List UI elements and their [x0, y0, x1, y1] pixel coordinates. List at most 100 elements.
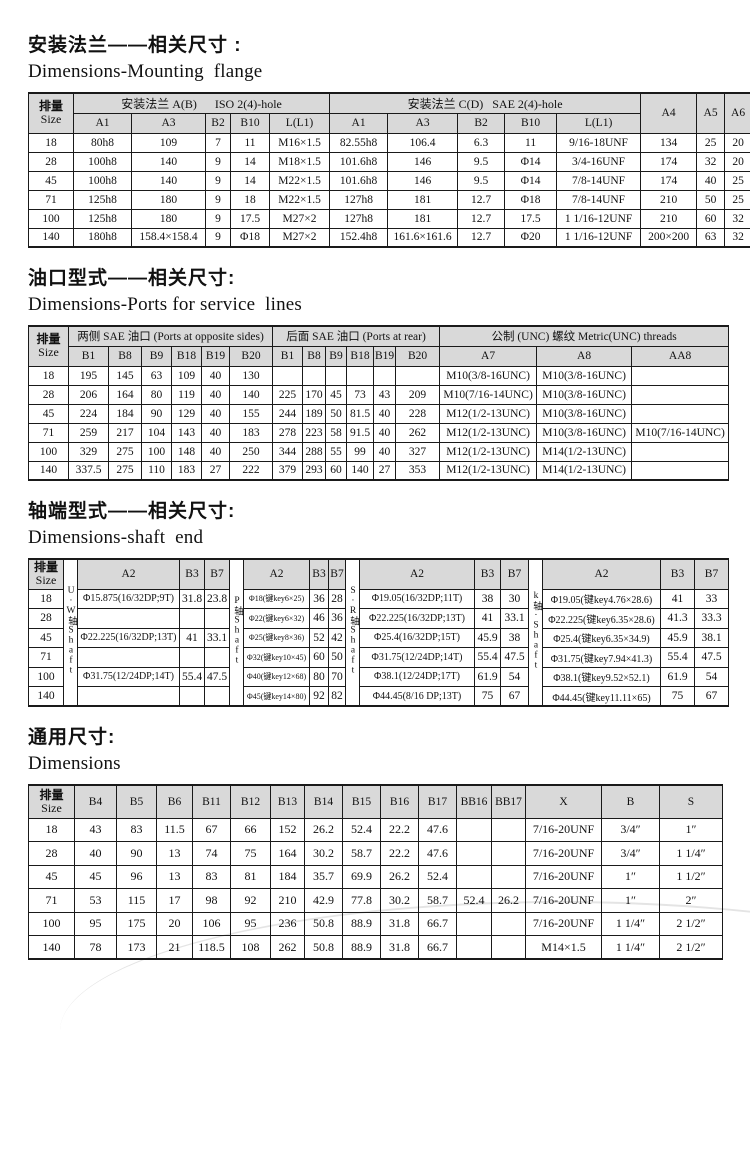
table-cell: 33.3: [695, 609, 729, 629]
table-cell: [347, 366, 374, 385]
table-cell: 50: [697, 190, 725, 209]
table-cell: 9.5: [458, 152, 505, 171]
table-cell: M12(1/2-13UNC): [440, 442, 537, 461]
table-cell: 143: [172, 423, 202, 442]
size-header-en: Size: [30, 346, 67, 359]
section-title-en: Dimensions: [28, 753, 722, 775]
table-cell: 55: [326, 442, 347, 461]
table-cell: 99: [347, 442, 374, 461]
table-cell: 92: [310, 687, 329, 707]
table-cell: Φ14: [505, 171, 557, 190]
table-cell: 45: [75, 865, 117, 889]
col-header: B20: [230, 346, 273, 366]
table-cell: 7/16-20UNF: [526, 889, 602, 913]
table-cell: 174: [641, 152, 697, 171]
table-cell: 7/16-20UNF: [526, 818, 602, 842]
table-cell: 38: [475, 589, 501, 609]
table-cell: M10(3/8-16UNC): [537, 423, 632, 442]
table-cell: 106.4: [388, 133, 458, 152]
table-cell: 17.5: [231, 209, 270, 228]
table-cell: 184: [109, 404, 142, 423]
size-cell: 71: [29, 648, 64, 668]
table-cell: 101.6h8: [330, 171, 388, 190]
table-cell: 90: [142, 404, 172, 423]
col-header: B15: [343, 785, 381, 818]
table-cell: 110: [142, 461, 172, 480]
col-header: B: [602, 785, 660, 818]
group-header: 安装法兰 A(B) ISO 2(4)-hole: [74, 93, 330, 113]
table-cell: 288: [303, 442, 326, 461]
table-cell: M12(1/2-13UNC): [440, 423, 537, 442]
table-cell: 25: [725, 190, 750, 209]
table-cell: 327: [396, 442, 440, 461]
table-cell: 337.5: [69, 461, 109, 480]
table-cell: 50.8: [305, 936, 343, 960]
table-cell: [180, 687, 205, 707]
table-cell: 42.9: [305, 889, 343, 913]
table-cell: 275: [109, 442, 142, 461]
section-title-zh: 轴端型式——相关尺寸:: [28, 496, 722, 523]
group-header: 后面 SAE 油口 (Ports at rear): [273, 326, 440, 346]
table-cell: 140: [230, 385, 273, 404]
table-cell: 47.5: [695, 648, 729, 668]
size-cell: 28: [29, 152, 74, 171]
table-cell: 38: [501, 628, 529, 648]
col-header: B2: [206, 113, 231, 133]
table-cell: 9: [206, 228, 231, 247]
table-cell: Φ19.05(键key4.76×28.6): [543, 589, 661, 609]
table-cell: Φ44.45(8/16 DP;13T): [360, 687, 475, 707]
table-cell: [205, 648, 230, 668]
table-cell: 12.7: [458, 209, 505, 228]
table-cell: 55.4: [180, 667, 205, 687]
section-title-zh: 安装法兰——相关尺寸 :: [28, 30, 722, 57]
size-cell: 71: [29, 423, 69, 442]
table-cell: 293: [303, 461, 326, 480]
table-cell: Φ18(键key6×25): [244, 589, 310, 609]
size-cell: 45: [29, 865, 75, 889]
table-cell: Φ20: [505, 228, 557, 247]
table-cell: 183: [230, 423, 273, 442]
table-cell: 22.2: [381, 818, 419, 842]
table-cell: 1″: [602, 889, 660, 913]
size-cell: 28: [29, 842, 75, 866]
col-header: B7: [205, 559, 230, 589]
table-cell: 275: [109, 461, 142, 480]
table-cell: 30: [501, 589, 529, 609]
table-cell: 173: [117, 936, 157, 960]
table-cell: 22.2: [381, 842, 419, 866]
table-cell: 7/8-14UNF: [557, 171, 641, 190]
table-cell: 66: [231, 818, 271, 842]
table-cell: 104: [142, 423, 172, 442]
table-cell: 146: [388, 171, 458, 190]
table-cell: [457, 842, 492, 866]
table-cell: M10(7/16-14UNC): [632, 423, 729, 442]
size-cell: 100: [29, 667, 64, 687]
table-cell: 28: [329, 589, 346, 609]
table-cell: 109: [172, 366, 202, 385]
col-header: B17: [419, 785, 457, 818]
col-header: A2: [78, 559, 180, 589]
col-header: B3: [310, 559, 329, 589]
table-cell: 33: [695, 589, 729, 609]
table-cell: 40: [374, 442, 396, 461]
col-header: B10: [231, 113, 270, 133]
table-cell: 189: [303, 404, 326, 423]
col-header: BB17: [492, 785, 526, 818]
size-cell: 18: [29, 133, 74, 152]
table-cell: 145: [109, 366, 142, 385]
table-cell: 7/16-20UNF: [526, 865, 602, 889]
table-cell: M12(1/2-13UNC): [440, 404, 537, 423]
shaft-type-text: S·R轴Shaft: [346, 586, 359, 676]
table-cell: 47.6: [419, 818, 457, 842]
table-cell: 41.3: [661, 609, 695, 629]
col-header: B16: [381, 785, 419, 818]
table-cell: 12.7: [458, 190, 505, 209]
table-cell: Φ22(键key6×32): [244, 609, 310, 629]
table-cell: M10(3/8-16UNC): [537, 366, 632, 385]
